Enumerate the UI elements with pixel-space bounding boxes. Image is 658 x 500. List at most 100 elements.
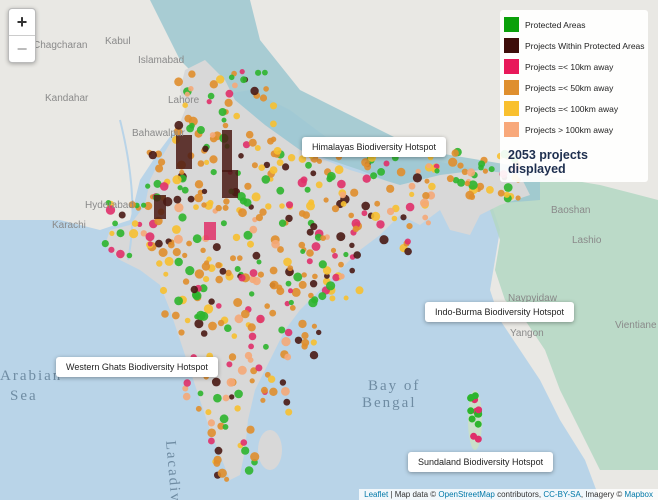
- hotspot-label-western-ghats[interactable]: Western Ghats Biodiversity Hotspot: [56, 357, 218, 377]
- project-marker[interactable]: [216, 303, 222, 309]
- project-marker[interactable]: [269, 309, 277, 317]
- project-marker[interactable]: [262, 69, 268, 76]
- mapbox-link[interactable]: Mapbox: [624, 490, 653, 499]
- project-marker[interactable]: [220, 220, 227, 227]
- project-marker[interactable]: [311, 296, 319, 304]
- project-marker[interactable]: [232, 233, 241, 242]
- project-marker[interactable]: [229, 394, 235, 400]
- project-marker[interactable]: [217, 422, 225, 430]
- project-marker[interactable]: [238, 153, 244, 159]
- project-marker[interactable]: [283, 257, 292, 267]
- project-marker[interactable]: [105, 205, 116, 215]
- project-marker[interactable]: [200, 247, 206, 253]
- project-marker[interactable]: [277, 246, 284, 253]
- project-marker[interactable]: [288, 288, 293, 294]
- project-marker[interactable]: [361, 201, 371, 211]
- project-marker[interactable]: [201, 262, 211, 271]
- project-marker[interactable]: [141, 202, 147, 208]
- project-marker[interactable]: [291, 287, 301, 297]
- project-marker[interactable]: [194, 193, 203, 203]
- project-marker[interactable]: [222, 424, 229, 430]
- project-marker[interactable]: [249, 269, 258, 277]
- project-marker[interactable]: [222, 394, 230, 402]
- project-marker[interactable]: [172, 175, 182, 185]
- project-marker[interactable]: [221, 117, 227, 123]
- osm-link[interactable]: OpenStreetMap: [438, 490, 495, 499]
- project-marker[interactable]: [186, 240, 193, 247]
- project-marker[interactable]: [248, 332, 257, 341]
- project-marker[interactable]: [224, 476, 230, 482]
- project-marker[interactable]: [405, 202, 415, 212]
- project-marker[interactable]: [362, 174, 371, 183]
- project-marker[interactable]: [461, 168, 469, 175]
- project-marker[interactable]: [259, 94, 268, 102]
- hotspot-label-himalayas[interactable]: Himalayas Biodiversity Hotspot: [302, 137, 447, 157]
- project-marker[interactable]: [451, 149, 459, 157]
- project-marker[interactable]: [243, 198, 252, 207]
- project-marker[interactable]: [300, 176, 308, 184]
- project-marker[interactable]: [131, 220, 139, 227]
- project-marker[interactable]: [109, 230, 115, 236]
- project-marker[interactable]: [147, 241, 153, 247]
- project-marker[interactable]: [192, 291, 202, 301]
- project-marker[interactable]: [336, 232, 346, 242]
- project-marker[interactable]: [318, 292, 327, 301]
- project-marker[interactable]: [164, 256, 174, 266]
- project-marker[interactable]: [349, 267, 356, 274]
- project-marker[interactable]: [208, 298, 215, 305]
- project-marker[interactable]: [219, 267, 227, 275]
- project-marker[interactable]: [177, 185, 183, 191]
- project-marker[interactable]: [298, 241, 306, 249]
- project-marker[interactable]: [194, 180, 204, 189]
- project-marker[interactable]: [174, 296, 184, 306]
- project-marker[interactable]: [305, 161, 312, 169]
- project-marker[interactable]: [316, 158, 322, 164]
- project-marker[interactable]: [244, 182, 252, 190]
- project-marker[interactable]: [260, 397, 266, 403]
- project-marker[interactable]: [269, 166, 278, 175]
- project-marker[interactable]: [374, 200, 381, 207]
- project-marker[interactable]: [239, 69, 245, 75]
- project-marker[interactable]: [343, 251, 349, 258]
- project-marker[interactable]: [269, 266, 278, 275]
- project-marker[interactable]: [298, 319, 307, 329]
- project-marker[interactable]: [237, 255, 243, 261]
- project-marker[interactable]: [289, 305, 296, 311]
- project-marker[interactable]: [320, 235, 326, 242]
- project-marker[interactable]: [225, 269, 232, 277]
- project-marker[interactable]: [158, 158, 166, 166]
- project-marker[interactable]: [252, 251, 261, 260]
- project-marker[interactable]: [195, 405, 202, 412]
- project-marker[interactable]: [446, 175, 454, 183]
- project-marker[interactable]: [161, 310, 169, 318]
- project-marker[interactable]: [178, 329, 185, 336]
- project-marker[interactable]: [252, 277, 261, 286]
- project-marker[interactable]: [203, 276, 210, 283]
- project-marker[interactable]: [186, 124, 195, 133]
- project-marker[interactable]: [311, 242, 321, 251]
- project-marker[interactable]: [126, 252, 133, 259]
- project-marker[interactable]: [209, 155, 218, 164]
- project-marker[interactable]: [323, 197, 329, 203]
- project-marker[interactable]: [222, 122, 229, 129]
- project-marker[interactable]: [233, 112, 240, 120]
- project-marker[interactable]: [284, 300, 290, 307]
- project-marker[interactable]: [116, 249, 125, 259]
- project-marker[interactable]: [222, 204, 229, 211]
- project-marker[interactable]: [282, 163, 290, 171]
- project-marker[interactable]: [310, 339, 317, 346]
- project-marker[interactable]: [316, 329, 322, 336]
- project-marker[interactable]: [448, 157, 458, 167]
- project-marker[interactable]: [326, 281, 336, 291]
- project-marker[interactable]: [187, 195, 195, 203]
- project-marker[interactable]: [188, 86, 194, 92]
- project-marker[interactable]: [219, 414, 229, 424]
- project-marker[interactable]: [199, 284, 208, 293]
- zoom-in-button[interactable]: +: [16, 12, 28, 32]
- project-marker[interactable]: [285, 201, 294, 209]
- project-marker[interactable]: [301, 343, 308, 350]
- project-marker[interactable]: [200, 330, 208, 337]
- project-marker[interactable]: [350, 188, 359, 197]
- project-marker[interactable]: [209, 80, 218, 89]
- project-marker[interactable]: [265, 203, 272, 210]
